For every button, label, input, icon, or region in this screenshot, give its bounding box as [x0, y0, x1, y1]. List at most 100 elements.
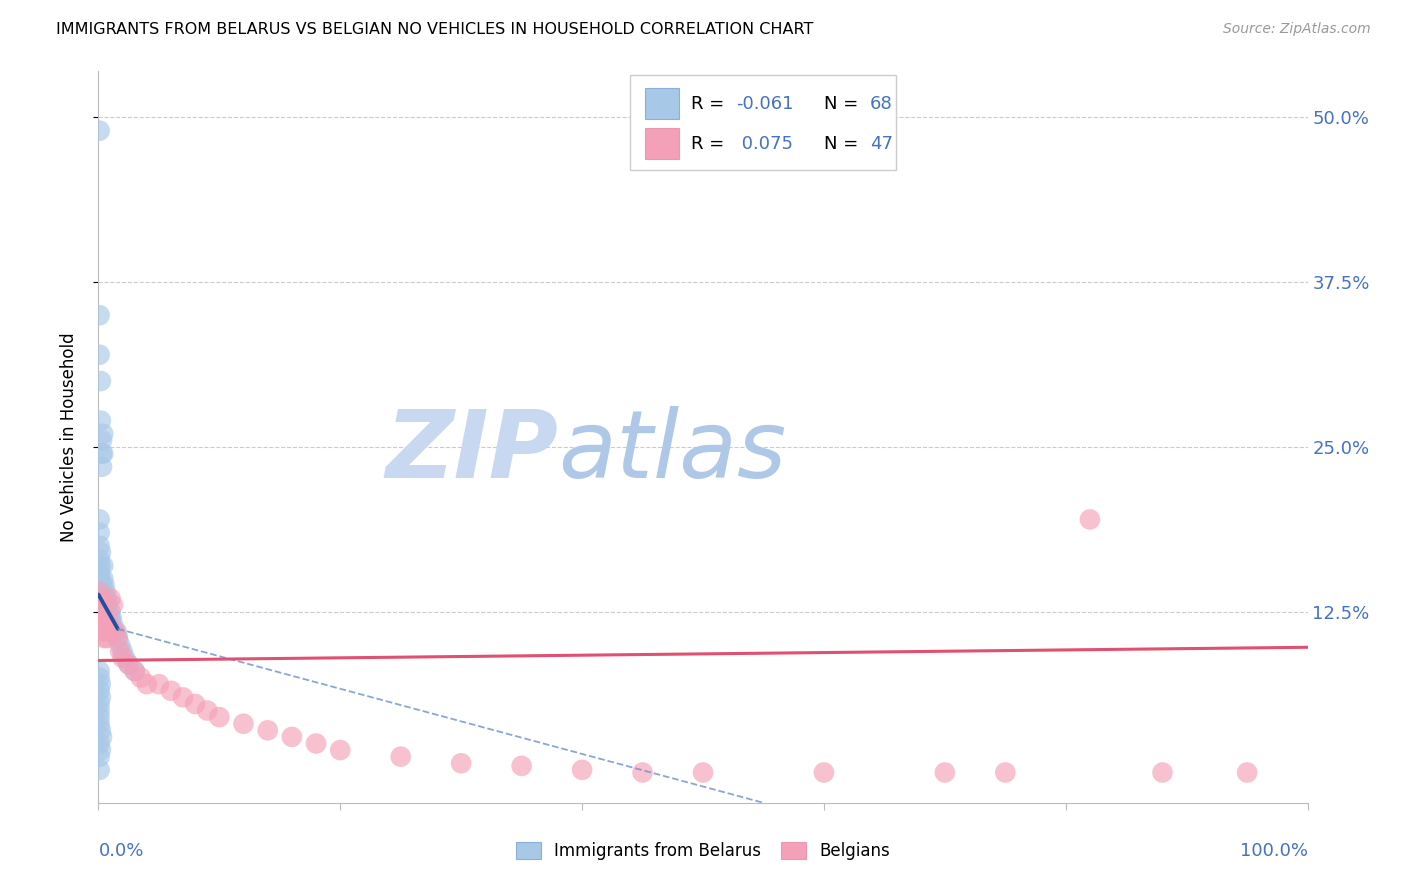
Point	[148, 677, 170, 691]
Point	[111, 650, 134, 665]
Point	[631, 765, 654, 780]
Point	[108, 638, 131, 652]
Point	[934, 765, 956, 780]
Point	[96, 605, 118, 619]
Point	[813, 765, 835, 780]
Point	[90, 414, 112, 428]
Point	[91, 446, 114, 460]
Point	[103, 624, 125, 639]
Point	[89, 565, 111, 579]
Point	[129, 671, 152, 685]
Point	[90, 374, 112, 388]
Point	[89, 539, 111, 553]
Point	[1078, 512, 1101, 526]
Point	[89, 605, 111, 619]
Point	[89, 683, 111, 698]
Point	[90, 677, 112, 691]
Point	[94, 585, 117, 599]
Point	[101, 598, 124, 612]
Point	[90, 690, 112, 705]
Point	[89, 123, 111, 137]
Point	[89, 697, 111, 711]
Point	[89, 664, 111, 678]
Point	[90, 743, 112, 757]
Point	[89, 763, 111, 777]
Point	[90, 591, 112, 606]
Point	[97, 611, 120, 625]
Point	[994, 765, 1017, 780]
Point	[118, 657, 141, 672]
Point	[89, 598, 111, 612]
Point	[107, 631, 129, 645]
Text: IMMIGRANTS FROM BELARUS VS BELGIAN NO VEHICLES IN HOUSEHOLD CORRELATION CHART: IMMIGRANTS FROM BELARUS VS BELGIAN NO VE…	[56, 22, 814, 37]
Legend: Immigrants from Belarus, Belgians: Immigrants from Belarus, Belgians	[516, 842, 890, 860]
Text: 100.0%: 100.0%	[1240, 842, 1308, 860]
Point	[90, 572, 112, 586]
Point	[89, 591, 111, 606]
Point	[105, 624, 128, 639]
Point	[98, 611, 121, 625]
Bar	[645, 88, 679, 119]
Point	[91, 624, 114, 639]
Point	[89, 598, 111, 612]
Point	[91, 459, 114, 474]
Point	[89, 525, 111, 540]
Point	[104, 624, 127, 639]
Point	[208, 710, 231, 724]
Point	[91, 605, 114, 619]
Point	[100, 611, 122, 625]
Point	[98, 618, 121, 632]
Point	[90, 558, 112, 573]
Point	[184, 697, 207, 711]
Point	[89, 749, 111, 764]
Point	[89, 737, 111, 751]
Point	[91, 558, 114, 573]
Point	[172, 690, 194, 705]
Point	[111, 644, 134, 658]
Point	[118, 657, 141, 672]
Point	[89, 578, 111, 592]
Point	[93, 605, 115, 619]
Point	[91, 446, 114, 460]
Point	[281, 730, 304, 744]
Point	[100, 611, 122, 625]
Point	[90, 545, 112, 559]
Point	[91, 434, 114, 448]
Point	[91, 598, 114, 612]
Point	[93, 578, 115, 592]
Text: R =: R =	[690, 135, 730, 153]
Point	[108, 644, 131, 658]
Point	[91, 598, 114, 612]
Point	[89, 585, 111, 599]
Point	[89, 611, 111, 625]
Point	[97, 598, 120, 612]
FancyBboxPatch shape	[630, 75, 897, 170]
Point	[91, 426, 114, 441]
Point	[114, 650, 136, 665]
Point	[96, 631, 118, 645]
Point	[90, 618, 112, 632]
Point	[135, 677, 157, 691]
Text: ZIP: ZIP	[385, 406, 558, 498]
Point	[89, 552, 111, 566]
Point	[91, 578, 114, 592]
Text: Source: ZipAtlas.com: Source: ZipAtlas.com	[1223, 22, 1371, 37]
Point	[94, 598, 117, 612]
Point	[195, 704, 218, 718]
Point	[90, 611, 112, 625]
Point	[91, 730, 114, 744]
Point	[510, 759, 533, 773]
Point	[94, 624, 117, 639]
Point	[89, 512, 111, 526]
Point	[89, 671, 111, 685]
Point	[100, 591, 122, 606]
Text: N =: N =	[824, 95, 863, 112]
Text: 0.075: 0.075	[735, 135, 793, 153]
Point	[100, 605, 122, 619]
Point	[101, 618, 124, 632]
Point	[94, 611, 117, 625]
Point	[124, 664, 146, 678]
Text: atlas: atlas	[558, 406, 786, 497]
Point	[1152, 765, 1174, 780]
Point	[90, 585, 112, 599]
